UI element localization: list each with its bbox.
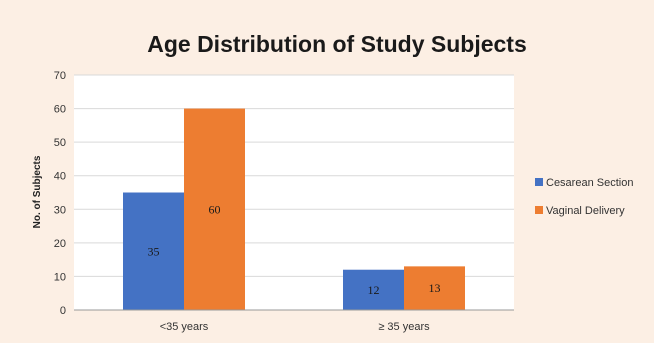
chart-title: Age Distribution of Study Subjects xyxy=(147,31,527,57)
legend: Cesarean Section Vaginal Delivery xyxy=(535,177,633,217)
bar xyxy=(343,269,404,310)
bar xyxy=(123,192,184,310)
bars xyxy=(123,108,465,310)
data-label: 60 xyxy=(209,202,221,216)
bar xyxy=(184,108,245,310)
x-tick-label: ≥ 35 years xyxy=(378,321,430,333)
y-tick-label: 70 xyxy=(54,70,66,82)
legend-swatch xyxy=(535,178,543,186)
y-tick-label: 20 xyxy=(54,238,66,250)
y-tick-label: 30 xyxy=(54,204,66,216)
legend-swatch xyxy=(535,206,543,214)
legend-label: Cesarean Section xyxy=(546,177,633,189)
data-label: 35 xyxy=(148,244,160,258)
x-axis-ticks: <35 years ≥ 35 years xyxy=(160,321,430,333)
y-tick-label: 0 xyxy=(60,305,66,317)
y-tick-label: 50 xyxy=(54,137,66,149)
y-tick-label: 60 xyxy=(54,104,66,116)
data-label: 13 xyxy=(429,281,441,295)
y-axis-ticks: 0 10 20 30 40 50 60 70 xyxy=(54,70,66,317)
bar xyxy=(404,266,465,310)
y-tick-label: 40 xyxy=(54,171,66,183)
y-tick-label: 10 xyxy=(54,271,66,283)
x-tick-label: <35 years xyxy=(160,321,209,333)
legend-label: Vaginal Delivery xyxy=(546,205,625,217)
y-axis-title: No. of Subjects xyxy=(32,155,43,228)
data-labels: 35 60 12 13 xyxy=(148,202,441,297)
data-label: 12 xyxy=(368,283,380,297)
